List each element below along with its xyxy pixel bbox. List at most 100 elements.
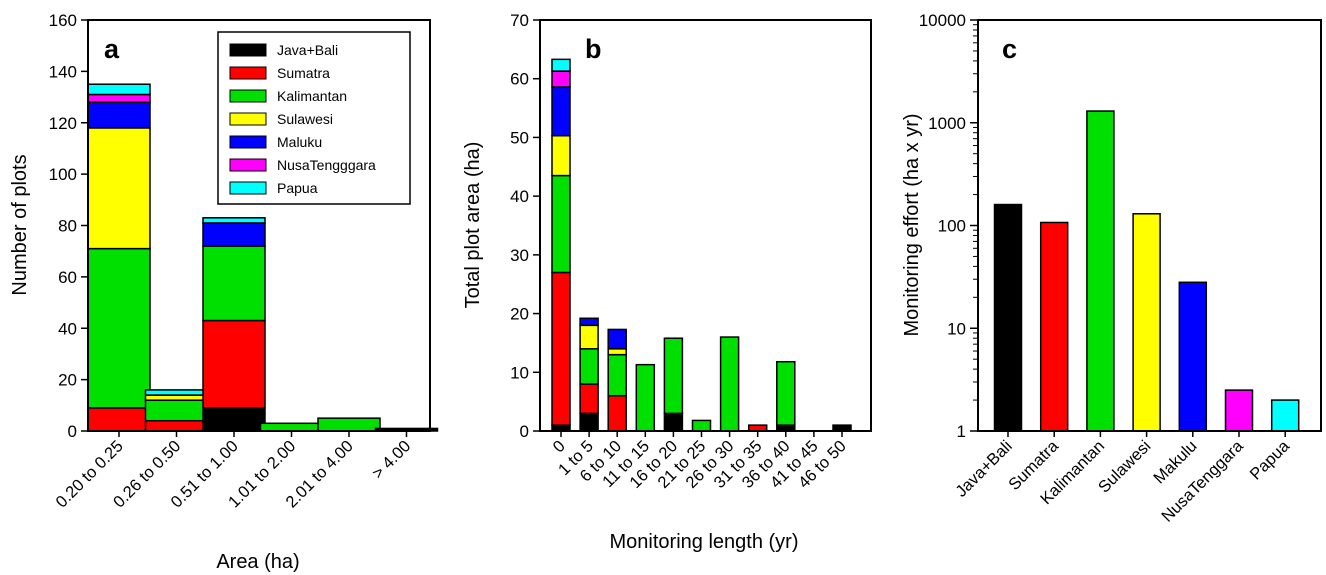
bar-segment-maluku-0-20-to-0-25 <box>87 101 151 129</box>
x-tick-label: NusaTenggara <box>1158 437 1247 526</box>
bar-segment-nusatengggara-0 <box>551 70 571 88</box>
panel-c-letter: c <box>1002 34 1017 64</box>
y-tick-label: 100 <box>49 165 77 184</box>
legend-swatch-sulawesi <box>229 112 267 126</box>
panel-c-ylabel: Monitoring effort (ha x yr) <box>901 113 923 336</box>
y-tick-label: 140 <box>49 62 77 81</box>
y-tick-label: 1000 <box>928 114 966 133</box>
legend-label-java-bali: Java+Bali <box>277 42 338 58</box>
bar-nusatenggara <box>1224 389 1254 432</box>
bar-segment-kalimantan-16-to-20 <box>663 337 684 415</box>
legend-swatch-kalimantan <box>229 89 267 103</box>
legend-swatch-nusatengggara <box>229 158 267 172</box>
y-tick-label: 80 <box>58 217 77 236</box>
bar-sulawesi <box>1132 213 1161 432</box>
bar-segment-java-bali-16-to-20 <box>663 412 684 432</box>
panel-c-bars <box>993 110 1300 432</box>
panel-b-frame <box>539 19 872 432</box>
bar-segment-kalimantan-1-01-to-2-00 <box>259 422 324 432</box>
bar-sumatra <box>1039 221 1069 432</box>
legend-swatch-papua <box>229 181 267 195</box>
bar-segment-sumatra-0-20-to-0-25 <box>87 407 151 432</box>
bar-segment-sumatra-0-26-to-0-50 <box>144 419 209 432</box>
bar-segment-sumatra-0 <box>551 271 571 426</box>
y-tick-label: 10 <box>510 363 529 382</box>
panel-a-bars <box>87 83 439 432</box>
y-tick-label: 160 <box>49 11 77 30</box>
bar-segment-sulawesi-0-26-to-0-50 <box>144 394 209 401</box>
y-tick-label: 10 <box>947 319 966 338</box>
y-tick-label: 30 <box>510 246 529 265</box>
bar-segment-sumatra-0-51-to-1-00 <box>202 319 266 409</box>
y-tick-label: 0 <box>68 422 77 441</box>
y-tick-label: 50 <box>510 128 529 147</box>
bar-segment-papua-0-51-to-1-00 <box>202 217 266 224</box>
y-tick-label: 40 <box>510 187 529 206</box>
y-tick-label: 120 <box>49 114 77 133</box>
legend-label-papua: Papua <box>277 180 318 196</box>
y-tick-label: 20 <box>58 371 77 390</box>
legend-swatch-java-bali <box>229 43 267 57</box>
x-tick-label: 0 <box>550 437 569 456</box>
panel-b-bars <box>551 58 852 432</box>
bar-segment-java-bali-0-51-to-1-00 <box>202 407 266 432</box>
panel-b-yticks: 0 10 20 30 40 50 60 70 <box>510 11 540 441</box>
bar-segment-kalimantan-6-to-10 <box>607 353 627 397</box>
panel-a-ylabel: Number of plots <box>9 154 31 295</box>
bar-segment-nusatengggara-0-20-to-0-25 <box>87 93 151 103</box>
y-tick-label: 20 <box>510 305 529 324</box>
bar-segment-kalimantan-21-to-25 <box>691 419 712 432</box>
bar-segment-sumatra-6-to-10 <box>607 395 627 432</box>
bar-segment-sulawesi-6-to-10 <box>607 348 627 356</box>
panel-c-xticks: Java+BaliSumatraKalimantanSulawesiMakulu… <box>952 431 1294 526</box>
bar-segment-maluku-0 <box>551 86 571 137</box>
bar-segment-papua-0-26-to-0-50 <box>144 389 209 396</box>
panel-a-xlabel: Area (ha) <box>216 551 299 573</box>
legend: Java+Bali Sumatra Kalimantan Sulawesi Maluku… <box>217 31 411 205</box>
panel-c: 1 10 100 1000 10000 Java+BaliSumatraKalimant… <box>901 11 1322 526</box>
bar-makulu <box>1178 281 1208 432</box>
bar-segment-maluku-1-to-5 <box>579 317 599 327</box>
panel-a-letter: a <box>104 34 120 64</box>
panel-c-yticks: 1 10 100 1000 10000 <box>919 11 978 441</box>
bar-segment-java-bali-1-to-5 <box>579 412 599 432</box>
bar-segment-kalimantan-0 <box>551 174 571 274</box>
bar-segment-papua-0 <box>551 58 571 72</box>
legend-label-sulawesi: Sulawesi <box>277 111 333 127</box>
bar-segment-kalimantan-1-to-5 <box>579 348 599 385</box>
legend-swatch-maluku <box>229 135 267 149</box>
bar-segment-sulawesi-0 <box>551 134 571 177</box>
bar-segment-maluku-6-to-10 <box>607 328 627 350</box>
y-tick-label: 70 <box>510 11 529 30</box>
bar-segment-sumatra-1-to-5 <box>579 383 599 415</box>
bar-papua <box>1270 399 1300 432</box>
bar-segment-kalimantan-26-to-30 <box>719 336 740 432</box>
y-tick-label: 0 <box>520 422 529 441</box>
panel-b-ylabel: Total plot area (ha) <box>462 142 484 309</box>
bar-segment-kalimantan-0-26-to-0-50 <box>144 399 209 422</box>
bar-segment-sulawesi-1-to-5 <box>579 324 599 350</box>
bar-segment-kalimantan-36-to-40 <box>776 360 796 426</box>
bar-segment-kalimantan-0-51-to-1-00 <box>202 245 266 322</box>
panel-b-letter: b <box>585 34 602 64</box>
bar-kalimantan <box>1086 110 1115 432</box>
panel-b-xlabel: Monitoring length (yr) <box>610 531 799 553</box>
y-tick-label: 1 <box>957 422 966 441</box>
bar-segment-sulawesi-0-20-to-0-25 <box>87 127 151 250</box>
legend-swatch-sumatra <box>229 66 267 80</box>
legend-label-sumatra: Sumatra <box>277 65 330 81</box>
y-tick-label: 60 <box>58 268 77 287</box>
bar-segment-maluku-0-51-to-1-00 <box>202 222 266 247</box>
legend-label-nusatengggara: NusaTengggara <box>277 157 376 173</box>
bar-java-bali <box>993 203 1023 432</box>
y-tick-label: 100 <box>938 217 966 236</box>
y-tick-label: 10000 <box>919 11 966 30</box>
x-tick-label: Papua <box>1247 437 1294 484</box>
legend-label-maluku: Maluku <box>277 134 322 150</box>
panel-a: 0 20 40 60 80 100 120 140 160 0.20 to 0.250.26 t… <box>9 11 439 573</box>
bar-segment-kalimantan-2-01-to-4-00 <box>317 417 381 432</box>
y-tick-label: 60 <box>510 70 529 89</box>
bar-segment-kalimantan-0-20-to-0-25 <box>87 247 151 409</box>
